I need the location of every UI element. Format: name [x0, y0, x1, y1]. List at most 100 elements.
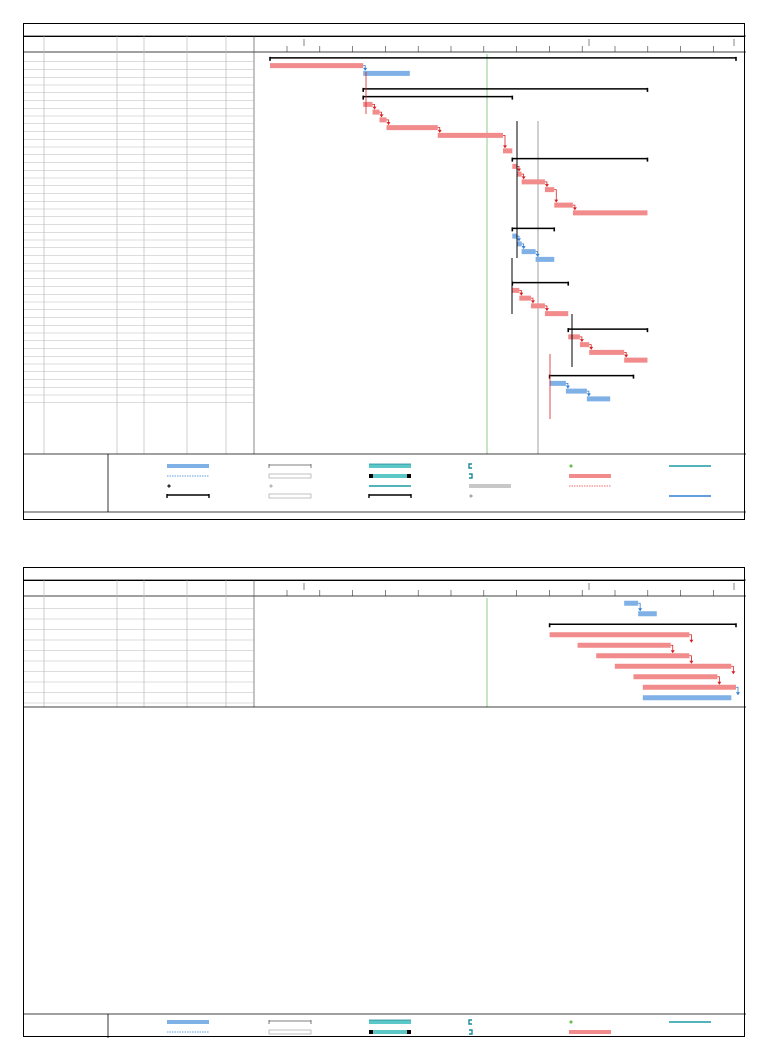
task-bar	[516, 241, 522, 247]
task-bar	[363, 70, 410, 76]
gantt-chart-1	[24, 35, 746, 513]
dependency-arrow	[516, 168, 521, 172]
task-bar	[521, 179, 545, 185]
dependency-link	[689, 634, 692, 642]
legend-milestone-swatch	[569, 464, 573, 468]
task-bar	[512, 163, 517, 169]
task-bar	[549, 380, 566, 386]
dependency-link	[717, 676, 720, 684]
dependency-link	[736, 686, 739, 695]
task-bar	[530, 303, 545, 309]
legend-outline-light-swatch	[268, 1029, 312, 1035]
dependency-arrow	[386, 122, 391, 126]
task-bar	[503, 148, 513, 154]
dependency-arrow	[554, 199, 559, 203]
legend-band-swatch	[369, 464, 411, 468]
task-bar	[379, 117, 387, 123]
dependency-arrow	[521, 246, 526, 250]
task-bar	[614, 663, 732, 669]
task-bar	[521, 249, 536, 255]
legend-bracket-swatch	[468, 463, 472, 469]
legend-band-cap	[407, 1030, 411, 1034]
dependency-arrow	[565, 385, 570, 389]
dependency-arrow	[624, 354, 629, 358]
legend-band-cap	[407, 474, 411, 478]
dependency-arrow	[717, 681, 722, 685]
legend-outline-light-swatch	[268, 493, 312, 499]
dependency-arrow	[689, 639, 694, 643]
gantt-page-1	[23, 23, 746, 520]
legend-band-swatch	[369, 1020, 411, 1024]
task-bar	[572, 210, 648, 216]
dependency-arrow	[530, 300, 535, 304]
task-bar	[642, 695, 732, 701]
task-bar	[386, 125, 438, 131]
dependency-link	[638, 602, 641, 611]
legend-bracket-swatch	[469, 1029, 473, 1035]
legend-progress-swatch	[469, 484, 511, 488]
dependency-arrow	[544, 308, 549, 312]
dependency-arrow	[521, 176, 526, 180]
dependency-arrow	[544, 184, 549, 188]
dependency-arrow	[731, 671, 736, 675]
dependency-arrow	[379, 114, 384, 118]
task-bar	[579, 342, 590, 348]
dependency-arrow	[586, 393, 591, 397]
legend-band-cap	[369, 474, 373, 478]
task-bar	[437, 132, 503, 138]
task-bar	[589, 349, 625, 355]
task-bar	[624, 357, 648, 363]
dependency-arrow	[670, 650, 675, 654]
task-bar	[363, 101, 373, 107]
task-bar	[535, 256, 555, 262]
dependency-arrow	[437, 129, 442, 133]
dependency-arrow	[503, 145, 507, 149]
task-bar	[624, 600, 639, 606]
task-bar	[565, 388, 587, 394]
task-bar	[512, 233, 517, 239]
legend-bracket-swatch	[469, 473, 473, 479]
dependency-arrow	[572, 207, 577, 211]
task-bar	[544, 187, 555, 193]
dependency-link	[731, 665, 734, 674]
dependency-link	[689, 655, 692, 663]
task-bar	[577, 642, 671, 648]
legend-milestone-swatch	[469, 494, 473, 498]
task-bar	[586, 396, 611, 402]
task-bar	[519, 295, 531, 301]
legend-task-swatch	[167, 464, 209, 468]
gantt-chart-2	[24, 579, 746, 1038]
task-bar	[549, 632, 690, 638]
dependency-arrow	[363, 67, 368, 71]
task-bar	[638, 611, 657, 617]
task-bar	[568, 334, 580, 340]
legend-outline-light-swatch	[268, 473, 312, 479]
task-bar	[554, 202, 573, 208]
dependency-arrow	[579, 339, 584, 343]
dependency-arrow	[535, 253, 540, 257]
page-header-band	[24, 568, 744, 581]
gantt-page-2	[23, 567, 746, 1038]
legend-milestone-swatch	[269, 484, 273, 488]
dependency-link	[670, 644, 674, 653]
dependency-arrow	[589, 346, 594, 350]
legend-milestone-swatch	[569, 1020, 573, 1024]
dependency-arrow	[638, 608, 643, 612]
dependency-arrow	[516, 238, 521, 242]
dependency-arrow	[372, 106, 377, 110]
task-bar	[516, 171, 522, 177]
task-bar	[544, 311, 569, 317]
legend-band-swatch	[369, 474, 411, 478]
legend-task-swatch	[569, 1030, 611, 1034]
task-bar	[512, 287, 520, 293]
task-bar	[270, 63, 364, 69]
legend-task-swatch	[569, 474, 611, 478]
legend-band-swatch	[369, 1030, 411, 1034]
dependency-link	[503, 134, 506, 148]
dependency-link	[554, 189, 557, 202]
legend-band-cap	[369, 1030, 373, 1034]
legend-milestone-swatch	[167, 484, 171, 488]
page-header-band	[24, 24, 744, 37]
task-bar	[642, 684, 736, 690]
task-bar	[596, 653, 690, 659]
